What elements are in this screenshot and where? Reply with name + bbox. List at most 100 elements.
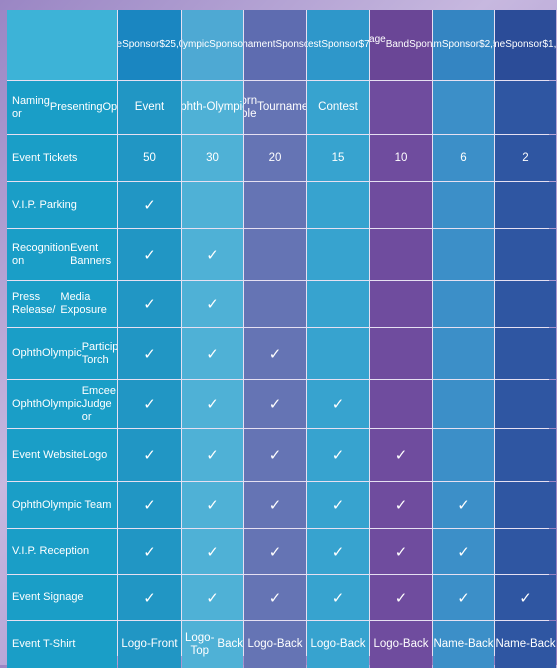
text-line: Sponsor [122, 39, 160, 51]
check-icon: ✓ [307, 429, 369, 481]
text-line: OphthOlympic [12, 397, 82, 410]
text-line: Participation Torch [81, 340, 117, 366]
text-line: Logo [82, 448, 108, 461]
text-line: Event Banners [70, 241, 112, 267]
row-label-recognition-on-event-banners: Recognition on Event Banners [7, 229, 117, 280]
text-line: Game [495, 39, 506, 51]
table-cell: Logo-Back [370, 621, 432, 668]
text-line: Back [217, 638, 243, 650]
check-icon: ✓ [182, 328, 243, 379]
header-corn-hole-tournament-sponsor-10-000: Corn HoleTournamentSponsor$10,000 [244, 10, 306, 80]
text-line: Presenting [49, 101, 103, 113]
empty-cell [495, 229, 556, 280]
sponsorship-table: TitleSponsor$25,000Ophth-OlympicSponsor$… [7, 10, 556, 668]
table-cell: 2 [495, 135, 556, 181]
table-cell: 6 [433, 135, 494, 181]
empty-cell [433, 281, 494, 327]
text-line: Name-Back [433, 638, 494, 650]
empty-cell [244, 281, 306, 327]
table-cell: Contest [307, 81, 369, 134]
empty-cell [370, 380, 432, 428]
empty-cell [495, 380, 556, 428]
empty-cell [370, 328, 432, 379]
check-icon: ✓ [118, 229, 181, 280]
text-line: Event [134, 101, 165, 113]
empty-cell [307, 281, 369, 327]
check-icon: ✓ [118, 529, 181, 574]
header-game-sponsor-1-000: GameSponsor$1,000 [495, 10, 556, 80]
check-icon: ✓ [118, 575, 181, 620]
check-icon: ✓ [244, 482, 306, 528]
empty-cell [433, 328, 494, 379]
text-line: V.I.P. Reception [12, 545, 90, 557]
empty-cell [495, 429, 556, 481]
check-icon: ✓ [370, 529, 432, 574]
check-icon: ✓ [182, 429, 243, 481]
text-line: Logo-Back [310, 638, 366, 650]
check-icon: ✓ [118, 328, 181, 379]
check-icon: ✓ [244, 380, 306, 428]
text-line: Tournament [244, 39, 276, 51]
row-label-ophtholympic-participation-torch-carrying: OphthOlympicParticipation TorchCarrying [7, 328, 117, 379]
empty-cell [433, 229, 494, 280]
check-icon: ✓ [244, 429, 306, 481]
row-label-event-website-logo: Event Website Logo [7, 429, 117, 481]
text-line: Sponsor [321, 39, 359, 51]
check-icon: ✓ [182, 575, 243, 620]
check-icon: ✓ [244, 328, 306, 379]
text-line: $25,000 [159, 39, 181, 51]
table-cell: Event [118, 81, 181, 134]
check-icon: ✓ [118, 281, 181, 327]
empty-cell [433, 429, 494, 481]
text-line: Media Exposure [60, 291, 107, 316]
empty-cell [244, 229, 306, 280]
empty-cell [307, 328, 369, 379]
row-label-event-t-shirt: Event T-Shirt [7, 621, 117, 668]
text-line: Contest [307, 39, 322, 51]
header-contest-sponsor-7-500: ContestSponsor$7,500 [307, 10, 369, 80]
empty-cell [307, 229, 369, 280]
text-line: Event Tickets [12, 151, 78, 164]
check-icon: ✓ [370, 575, 432, 620]
row-label-press-release-media-exposure: Press Release/Media Exposure [7, 281, 117, 327]
table-cell: 20 [244, 135, 306, 181]
table-cell: Logo-Back [244, 621, 306, 668]
table-cell: Ophth-Olympics [182, 81, 243, 134]
text-line: Recognition on [12, 241, 71, 267]
header-team-sponsor-2-500: TeamSponsor$2,500 [433, 10, 494, 80]
text-line: Band [385, 39, 410, 51]
empty-cell [433, 182, 494, 228]
text-line: Sponsor [209, 39, 243, 51]
check-icon: ✓ [118, 182, 181, 228]
check-icon: ✓ [182, 529, 243, 574]
text-line: Logo-Back [247, 638, 303, 650]
check-icon: ✓ [433, 575, 494, 620]
empty-cell [244, 182, 306, 228]
text-line: $2,500 [479, 39, 494, 51]
text-line: Ophth- [182, 101, 207, 113]
check-icon: ✓ [244, 529, 306, 574]
row-label-event-signage: Event Signage [7, 575, 117, 620]
check-icon: ✓ [433, 529, 494, 574]
table-cell [433, 81, 494, 134]
check-icon: ✓ [307, 529, 369, 574]
text-line: Naming or [12, 94, 50, 120]
text-line: Contest [318, 101, 358, 113]
text-line: V.I.P. Parking [12, 198, 77, 211]
text-line: OphthOlympic [12, 347, 82, 359]
empty-cell [370, 281, 432, 327]
row-label-v-i-p-reception: V.I.P. Reception [7, 529, 117, 574]
check-icon: ✓ [118, 380, 181, 428]
check-icon: ✓ [370, 429, 432, 481]
header-ophth-olympic-sponsor-15-000: Ophth-OlympicSponsor$15,000 [182, 10, 243, 80]
text-line: Sponsor [505, 39, 543, 51]
text-line: Team [433, 39, 442, 51]
check-icon: ✓ [182, 482, 243, 528]
empty-cell [370, 182, 432, 228]
table-cell: Name-Back [433, 621, 494, 668]
row-label-ophtholympic-team: OphthOlympic Team [7, 482, 117, 528]
check-icon: ✓ [182, 380, 243, 428]
text-line: Emcee, Judge or [81, 384, 117, 423]
check-icon: ✓ [370, 482, 432, 528]
empty-cell [495, 281, 556, 327]
